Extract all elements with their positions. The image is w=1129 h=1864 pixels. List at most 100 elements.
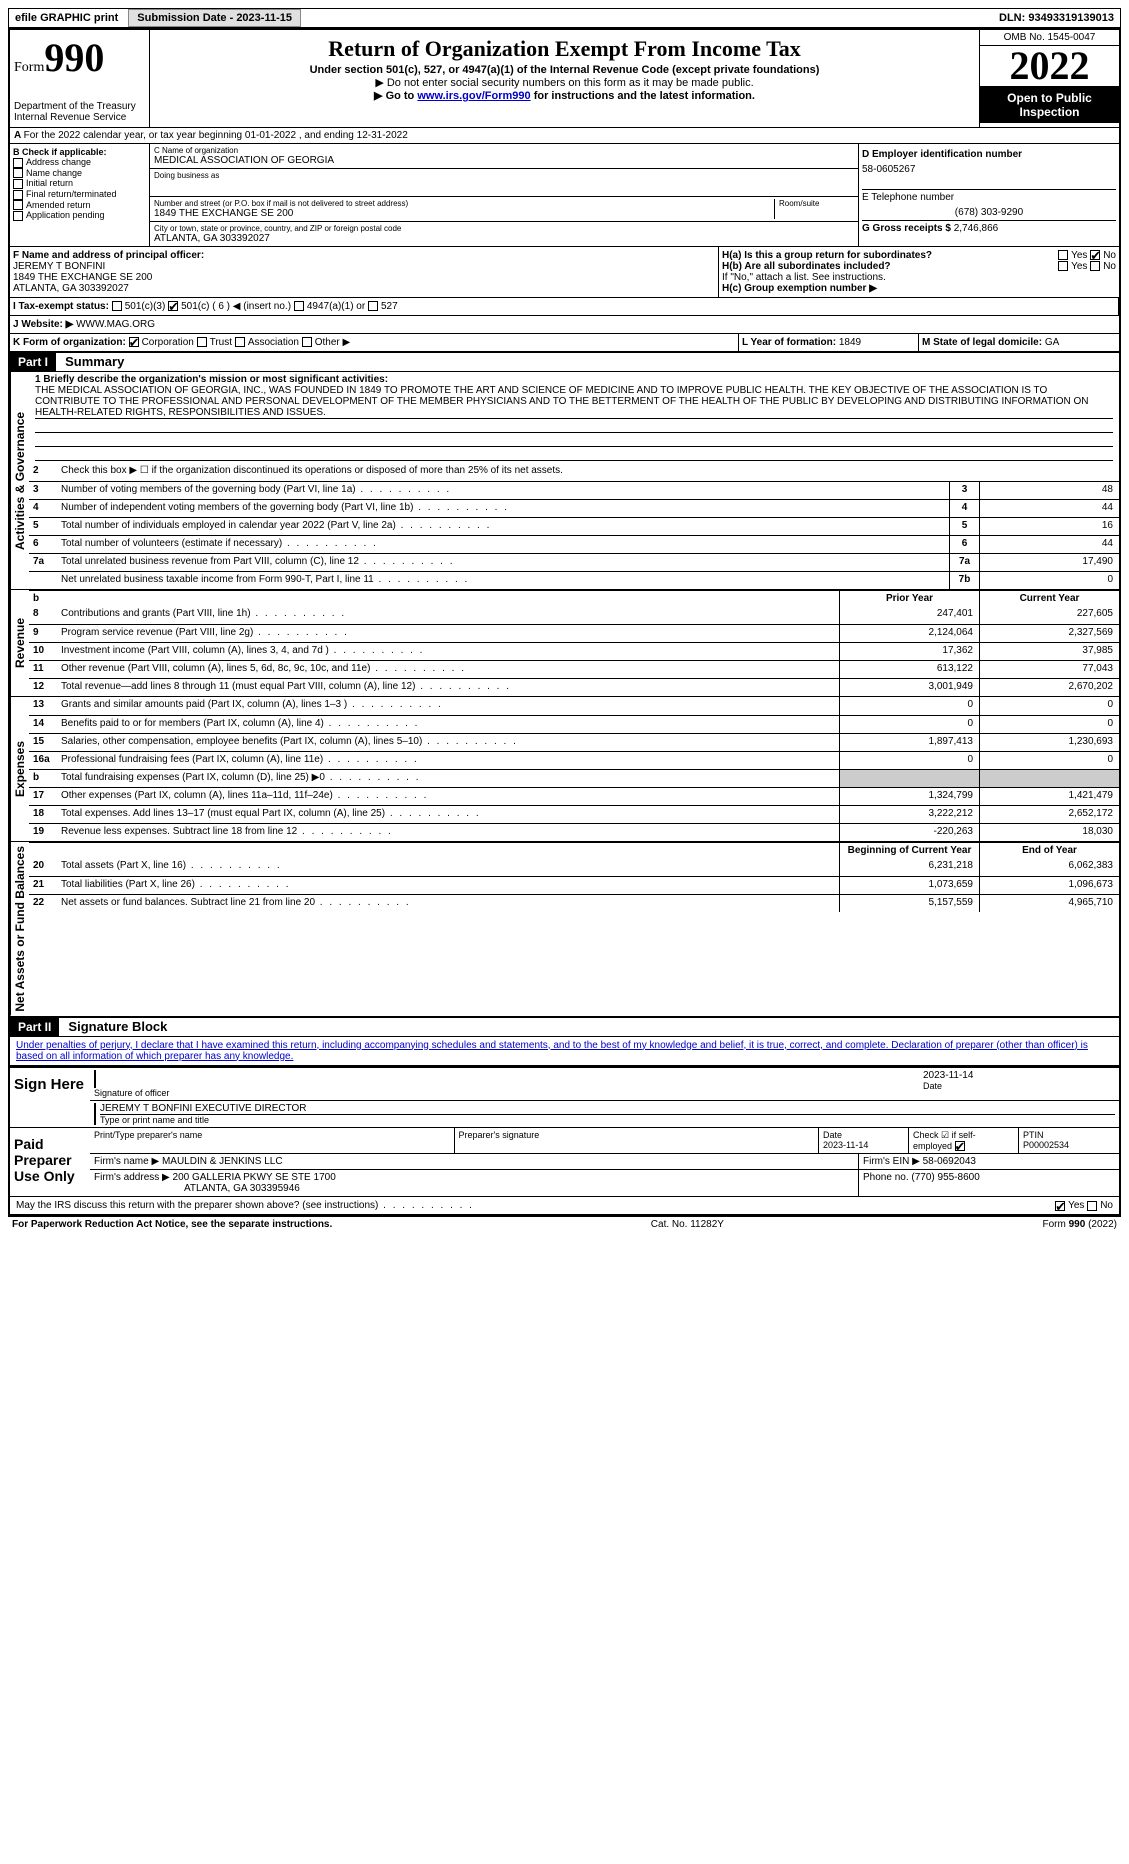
k-other-chk[interactable]	[302, 337, 312, 347]
self-emp-cell: Check ☑ if self-employed	[909, 1128, 1019, 1154]
header-right: OMB No. 1545-0047 2022 Open to Public In…	[979, 30, 1119, 127]
gov-line-7b: Net unrelated business taxable income fr…	[29, 571, 1119, 589]
chk-amended-label: Amended return	[26, 200, 91, 210]
mission-block: 1 Briefly describe the organization's mi…	[29, 372, 1119, 463]
gross-label: G Gross receipts $	[862, 223, 951, 234]
i-501c3-chk[interactable]	[112, 301, 122, 311]
officer-name: JEREMY T BONFINI	[13, 261, 715, 272]
b-label: B Check if applicable:	[13, 147, 146, 157]
chk-address[interactable]: Address change	[13, 157, 146, 168]
part1-num: Part I	[10, 353, 56, 371]
prep-date-label: Date	[823, 1130, 842, 1140]
dba-cell: Doing business as	[150, 169, 858, 197]
firm-phone-label: Phone no.	[863, 1172, 909, 1183]
rev-lines-11: 11Other revenue (Part VIII, column (A), …	[29, 660, 1119, 678]
k-assoc-chk[interactable]	[235, 337, 245, 347]
submission-date-btn[interactable]: Submission Date - 2023-11-15	[128, 9, 301, 27]
discuss-yes-chk[interactable]	[1055, 1201, 1065, 1211]
k-corp-chk[interactable]	[129, 337, 139, 347]
j-section: J Website: ▶ WWW.MAG.ORG	[10, 316, 1119, 333]
room-label: Room/suite	[779, 199, 854, 208]
hb-no: No	[1103, 261, 1116, 272]
form-container: Form990 Department of the Treasury Inter…	[8, 28, 1121, 1216]
chk-final-label: Final return/terminated	[26, 189, 117, 199]
org-name-label: C Name of organization	[154, 146, 854, 155]
col-b: b	[33, 593, 39, 604]
firm-addr1: 200 GALLERIA PKWY SE STE 1700	[173, 1172, 336, 1183]
col-prior: Prior Year	[839, 591, 979, 606]
ha-no-chk[interactable]	[1090, 250, 1100, 260]
sig-date-label: Date	[923, 1081, 1115, 1091]
perjury-text[interactable]: Under penalties of perjury, I declare th…	[16, 1040, 1088, 1062]
form990-link[interactable]: www.irs.gov/Form990	[417, 90, 530, 102]
i-501c-chk[interactable]	[168, 301, 178, 311]
part2-title: Signature Block	[62, 1017, 173, 1036]
rev-col-hdr: b Prior Year Current Year	[29, 590, 1119, 606]
self-emp-label: Check ☑ if self-employed	[913, 1130, 976, 1151]
dln: DLN: 93493319139013	[993, 10, 1120, 26]
prep-name-label: Print/Type preparer's name	[90, 1128, 455, 1154]
chk-initial[interactable]: Initial return	[13, 178, 146, 189]
gov-line-5: 5Total number of individuals employed in…	[29, 517, 1119, 535]
discuss-no-chk[interactable]	[1087, 1201, 1097, 1211]
city-val: ATLANTA, GA 303392027	[154, 233, 854, 244]
footer-form-num: 990	[1069, 1219, 1086, 1230]
j-label: J Website: ▶	[13, 319, 73, 330]
exp-content: 13Grants and similar amounts paid (Part …	[29, 697, 1119, 841]
goto-post: for instructions and the latest informat…	[531, 90, 755, 102]
officer-cell: F Name and address of principal officer:…	[10, 247, 719, 297]
chk-final[interactable]: Final return/terminated	[13, 189, 146, 200]
form-word: Form	[14, 60, 44, 75]
chk-pending[interactable]: Application pending	[13, 210, 146, 221]
phone-label: E Telephone number	[862, 190, 1116, 205]
mission-label: 1 Briefly describe the organization's mi…	[35, 374, 1113, 385]
net-col-hdr: Beginning of Current Year End of Year	[29, 842, 1119, 858]
chk-amended[interactable]: Amended return	[13, 200, 146, 211]
k-trust-chk[interactable]	[197, 337, 207, 347]
ha-yes-chk[interactable]	[1058, 250, 1068, 260]
net-lines-22: 22Net assets or fund balances. Subtract …	[29, 894, 1119, 912]
footer-mid: Cat. No. 11282Y	[651, 1219, 724, 1230]
firm-addr2: ATLANTA, GA 303395946	[184, 1183, 300, 1194]
hb-yes-chk[interactable]	[1058, 261, 1068, 271]
tab-activities: Activities & Governance	[10, 372, 29, 589]
self-emp-chk[interactable]	[955, 1141, 965, 1151]
gov-line-7a: 7aTotal unrelated business revenue from …	[29, 553, 1119, 571]
firm-phone: (770) 955-8600	[911, 1172, 979, 1183]
footer: For Paperwork Reduction Act Notice, see …	[8, 1216, 1121, 1232]
tab-revenue: Revenue	[10, 590, 29, 696]
efile-label: efile GRAPHIC print	[9, 10, 124, 26]
mission-blank3	[35, 447, 1113, 461]
city-label: City or town, state or province, country…	[154, 224, 854, 233]
discuss-yes: Yes	[1068, 1200, 1084, 1211]
discuss-row: May the IRS discuss this return with the…	[10, 1196, 1119, 1214]
firm-name-label: Firm's name ▶	[94, 1156, 159, 1167]
section-a: A For the 2022 calendar year, or tax yea…	[10, 128, 1119, 144]
sign-right: Signature of officer 2023-11-14 Date JER…	[90, 1068, 1119, 1127]
mission-blank1	[35, 419, 1113, 433]
i-527: 527	[381, 301, 398, 312]
discuss-q: May the IRS discuss this return with the…	[16, 1200, 1055, 1211]
tax-year-range: For the 2022 calendar year, or tax year …	[24, 130, 408, 141]
ein-val: 58-0605267	[862, 162, 1116, 190]
paid-preparer-block: Paid Preparer Use Only Print/Type prepar…	[10, 1127, 1119, 1197]
gov-content: 1 Briefly describe the organization's mi…	[29, 372, 1119, 589]
hb-no-chk[interactable]	[1090, 261, 1100, 271]
k-row: K Form of organization: Corporation Trus…	[10, 334, 1119, 352]
chk-name-label: Name change	[26, 168, 82, 178]
net-lines-20: 20Total assets (Part X, line 16)6,231,21…	[29, 858, 1119, 876]
i-527-chk[interactable]	[368, 301, 378, 311]
street-cell: Number and street (or P.O. box if mail i…	[150, 197, 858, 222]
exp-lines-18: 18Total expenses. Add lines 13–17 (must …	[29, 805, 1119, 823]
firm-ein: 58-0692043	[923, 1156, 976, 1167]
tab-net: Net Assets or Fund Balances	[10, 842, 29, 1016]
form-subtitle: Under section 501(c), 527, or 4947(a)(1)…	[154, 64, 975, 76]
chk-name[interactable]: Name change	[13, 168, 146, 179]
gov-line-3: 3Number of voting members of the governi…	[29, 481, 1119, 499]
hb-yes: Yes	[1071, 261, 1087, 272]
street-label: Number and street (or P.O. box if mail i…	[154, 199, 774, 208]
exp-lines-19: 19Revenue less expenses. Subtract line 1…	[29, 823, 1119, 841]
i-4947-chk[interactable]	[294, 301, 304, 311]
form-num: 990	[44, 35, 104, 80]
dba-label: Doing business as	[154, 171, 854, 180]
